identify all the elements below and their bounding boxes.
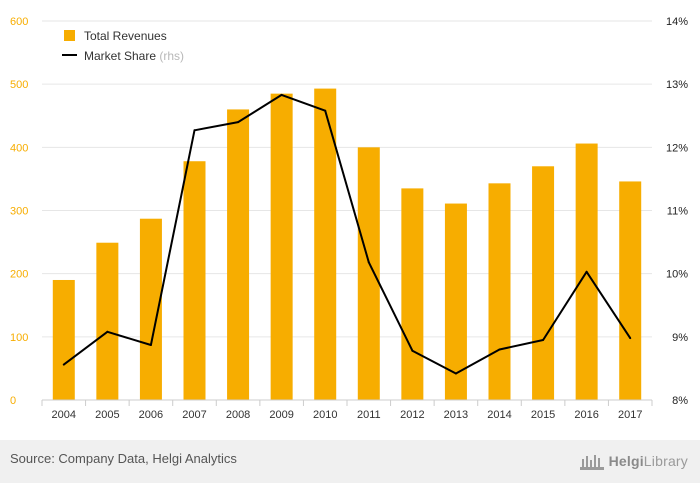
market-share-point-2006	[149, 344, 152, 347]
library-building-icon	[579, 455, 604, 470]
y-left-tick-label: 0	[10, 395, 16, 407]
legend: Total Revenues Market Share (rhs)	[62, 29, 184, 63]
legend-label-market-share: Market Share (rhs)	[84, 49, 184, 63]
logo-text: HelgiLibrary	[608, 453, 688, 469]
market-share-point-2009	[280, 93, 283, 96]
x-tick-label: 2013	[444, 409, 468, 421]
x-tick-label: 2005	[95, 409, 119, 421]
market-share-point-2008	[237, 121, 240, 124]
market-share-point-2004	[62, 363, 65, 366]
x-tick-label: 2004	[52, 409, 76, 421]
y-right-tick-label: 11%	[667, 206, 688, 218]
bar-2010	[314, 88, 337, 401]
bar-2013	[444, 203, 467, 400]
bar-2005	[96, 242, 119, 400]
legend-label-total-revenues: Total Revenues	[84, 29, 167, 43]
bar-2007	[183, 161, 206, 400]
helgi-library-logo[interactable]: HelgiLibrary	[579, 449, 688, 473]
legend-label-suffix: (rhs)	[159, 49, 184, 63]
market-share-point-2017	[629, 337, 632, 340]
x-tick-label: 2017	[618, 409, 642, 421]
market-share-point-2011	[367, 261, 370, 264]
y-left-tick-label: 200	[10, 269, 28, 281]
y-right-tick-label: 10%	[666, 269, 688, 281]
x-tick-label: 2016	[574, 409, 598, 421]
bar-2015	[532, 166, 555, 400]
y-right-tick-label: 8%	[672, 395, 688, 407]
y-left-tick-label: 400	[10, 142, 28, 154]
x-tick-label: 2011	[357, 409, 381, 421]
market-share-point-2014	[498, 348, 501, 351]
y-right-tick-label: 14%	[666, 16, 688, 28]
market-share-point-2013	[454, 372, 457, 375]
x-tick-label: 2012	[400, 409, 424, 421]
x-tick-label: 2010	[313, 409, 337, 421]
y-right-tick-label: 12%	[666, 142, 688, 154]
bar-2014	[488, 183, 511, 400]
axes: 0 100 200 300 400 500 600 8% 9% 10% 11% 12% 13% 14% 20…	[10, 16, 688, 421]
market-share-point-2012	[411, 349, 414, 352]
y-right-tick-label: 9%	[672, 332, 688, 344]
market-share-point-2016	[585, 270, 588, 273]
x-tick-label: 2008	[226, 409, 250, 421]
bar-2008	[227, 109, 250, 400]
x-tick-label: 2014	[487, 409, 511, 421]
y-right-tick-label: 13%	[666, 79, 688, 91]
bar-2011	[357, 147, 380, 400]
bar-2012	[401, 188, 424, 400]
source-note: Source: Company Data, Helgi Analytics	[10, 451, 237, 466]
x-tick-label: 2006	[139, 409, 163, 421]
x-tick-label: 2015	[531, 409, 555, 421]
y-left-tick-label: 500	[10, 79, 28, 91]
bar-2017	[619, 181, 642, 400]
market-share-point-2005	[106, 330, 109, 333]
bar-2009	[270, 93, 293, 401]
x-tick-label: 2007	[182, 409, 206, 421]
bar-series-total-revenues	[52, 88, 642, 401]
chart: 0 100 200 300 400 500 600 8% 9% 10% 11% 12% 13% 14% 20…	[10, 16, 688, 421]
x-tick-label: 2009	[269, 409, 293, 421]
bar-2004	[52, 279, 75, 400]
market-share-point-2015	[542, 338, 545, 341]
y-left-tick-label: 300	[10, 206, 28, 218]
bar-2006	[139, 218, 162, 400]
market-share-point-2007	[193, 129, 196, 132]
market-share-point-2010	[324, 109, 327, 112]
legend-swatch-total-revenues	[64, 30, 75, 41]
market-share-line	[63, 93, 632, 375]
footer: Source: Company Data, Helgi Analytics He…	[0, 440, 700, 483]
y-left-tick-label: 100	[10, 332, 28, 344]
gridlines	[42, 20, 652, 338]
line-series-market-share	[62, 93, 632, 375]
y-left-tick-label: 600	[10, 16, 28, 28]
